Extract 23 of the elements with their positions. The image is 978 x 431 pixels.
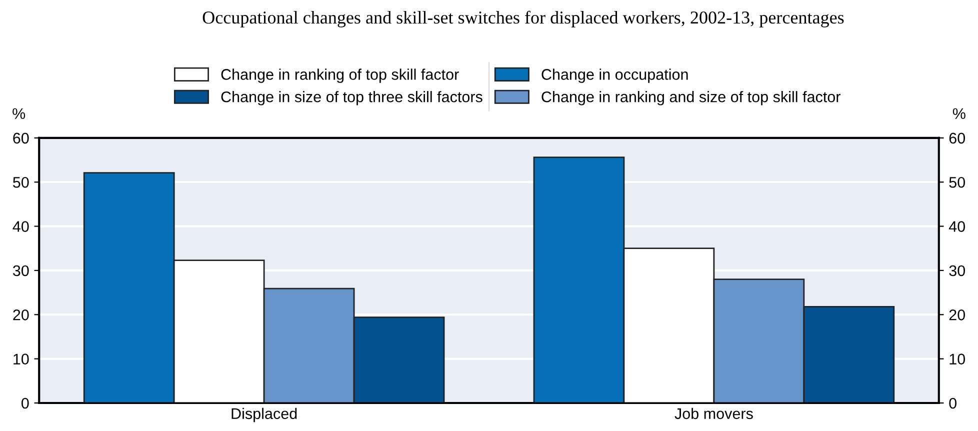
y2-axis-title: %	[952, 108, 966, 119]
y-tick-label: 30	[12, 265, 29, 276]
y-tick-label: 20	[13, 310, 29, 320]
y2-tick-label: 20	[949, 310, 965, 320]
y-tick-label: 0	[22, 398, 29, 409]
y2-tick-label: 40	[948, 221, 965, 232]
legend-label: Change in occupation	[542, 68, 688, 83]
x-tick-label: Displaced	[232, 408, 297, 422]
x-tick-label: Job movers	[674, 408, 753, 420]
legend-label: Change in ranking of top skill factor	[221, 68, 459, 83]
y-tick-label: 40	[12, 221, 29, 232]
y-tick-label: 50	[13, 176, 29, 188]
legend-label: Change in size of top three skill factors	[221, 91, 482, 106]
y2-tick-label: 0	[949, 398, 956, 409]
legend-label: Change in ranking and size of top skill factor	[542, 91, 840, 106]
y2-tick-label: 30	[949, 265, 965, 276]
y2-tick-label: 60	[949, 132, 965, 144]
y-tick-label: 60	[13, 132, 29, 144]
chart-title: Occupational changes and skill-set switches for displaced workers, 2002-13, percentages	[202, 10, 844, 28]
y-axis-title: %	[12, 108, 26, 119]
y-tick-label: 10	[14, 354, 29, 364]
y2-tick-label: 50	[949, 176, 965, 188]
y2-tick-label: 10	[950, 354, 965, 364]
